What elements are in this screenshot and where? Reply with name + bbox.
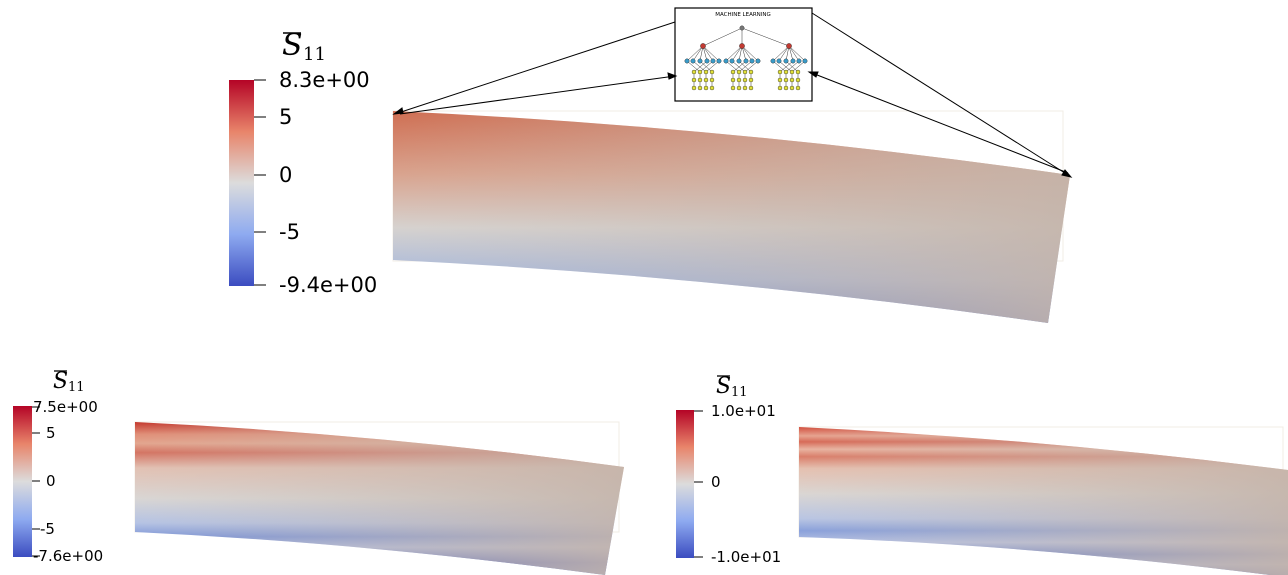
main-colorbar-gradient: [229, 80, 254, 286]
bottom-left-colorbar-tick-0: 0: [46, 472, 56, 490]
bottom-right-colorbar: S 11 1.0e+01 0 -1.0e+01: [676, 374, 781, 566]
bottom-right-beam: [798, 426, 1288, 575]
bottom-right-colorbar-min-label: -1.0e+01: [711, 548, 781, 566]
bottom-left-colorbar-tick-m5: -5: [40, 520, 55, 538]
main-colorbar-symbol: S: [282, 28, 303, 63]
bottom-right-colorbar-gradient: [676, 410, 694, 558]
ml-arrows: [392, 12, 1073, 178]
bottom-left-colorbar-gradient: [13, 406, 32, 557]
bottom-left-colorbar-min-label: -7.6e+00: [33, 547, 103, 565]
main-colorbar-tick-0: 0: [279, 163, 292, 187]
neural-network-icon: [686, 27, 806, 88]
bottom-left-colorbar-symbol: S: [53, 369, 68, 394]
bottom-left-beam: [134, 421, 624, 575]
bottom-right-colorbar-symbol: S: [716, 374, 731, 399]
ml-box-title: MACHINE LEARNING: [715, 12, 771, 18]
bottom-right-colorbar-max-label: 1.0e+01: [711, 402, 776, 420]
bottom-right-colorbar-subscript: 11: [731, 385, 748, 400]
nn-nodes: [684, 25, 808, 91]
bottom-right-colorbar-tick-0: 0: [711, 473, 721, 491]
main-colorbar-min-label: -9.4e+00: [279, 273, 377, 297]
main-colorbar-tick-m5: -5: [279, 220, 300, 244]
machine-learning-box: MACHINE LEARNING: [674, 7, 813, 102]
bottom-left-colorbar: S 11 7.5e+00 5 0 -5 -7.6e+00: [13, 369, 103, 565]
bottom-left-colorbar-tick-5: 5: [46, 424, 56, 442]
bottom-left-colorbar-subscript: 11: [68, 380, 85, 395]
main-beam: [392, 110, 1070, 323]
main-colorbar-max-label: 8.3e+00: [279, 68, 370, 92]
main-colorbar: S 11 8.3e+00 5 0 -5 -9.4e+00: [229, 28, 377, 297]
main-colorbar-tick-5: 5: [279, 105, 292, 129]
main-colorbar-subscript: 11: [303, 44, 326, 65]
bottom-left-colorbar-max-label: 7.5e+00: [33, 398, 98, 416]
